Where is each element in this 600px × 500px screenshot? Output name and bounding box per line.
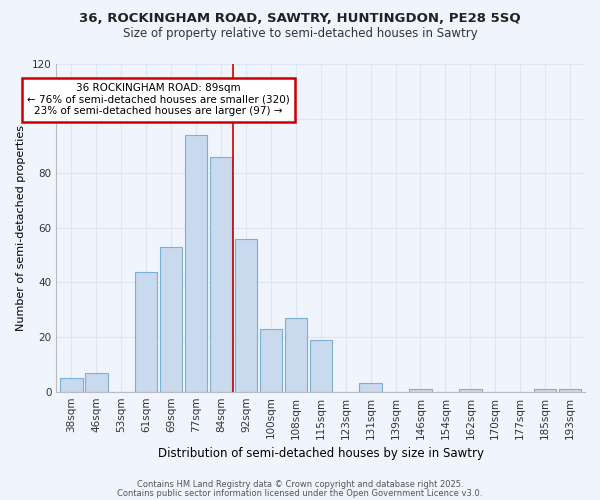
Bar: [409, 389, 431, 392]
Bar: [284, 318, 307, 392]
Bar: [60, 378, 83, 392]
Bar: [459, 389, 482, 392]
Y-axis label: Number of semi-detached properties: Number of semi-detached properties: [16, 125, 26, 331]
Bar: [185, 135, 207, 392]
Text: Contains public sector information licensed under the Open Government Licence v3: Contains public sector information licen…: [118, 488, 482, 498]
Bar: [210, 157, 232, 392]
Bar: [359, 384, 382, 392]
Text: Contains HM Land Registry data © Crown copyright and database right 2025.: Contains HM Land Registry data © Crown c…: [137, 480, 463, 489]
Bar: [235, 239, 257, 392]
Bar: [135, 272, 157, 392]
Bar: [559, 389, 581, 392]
Bar: [260, 329, 282, 392]
Bar: [160, 247, 182, 392]
Text: Size of property relative to semi-detached houses in Sawtry: Size of property relative to semi-detach…: [122, 28, 478, 40]
Text: 36, ROCKINGHAM ROAD, SAWTRY, HUNTINGDON, PE28 5SQ: 36, ROCKINGHAM ROAD, SAWTRY, HUNTINGDON,…: [79, 12, 521, 26]
Bar: [85, 372, 107, 392]
Bar: [534, 389, 556, 392]
X-axis label: Distribution of semi-detached houses by size in Sawtry: Distribution of semi-detached houses by …: [158, 447, 484, 460]
Bar: [310, 340, 332, 392]
Text: 36 ROCKINGHAM ROAD: 89sqm
← 76% of semi-detached houses are smaller (320)
23% of: 36 ROCKINGHAM ROAD: 89sqm ← 76% of semi-…: [27, 83, 290, 116]
